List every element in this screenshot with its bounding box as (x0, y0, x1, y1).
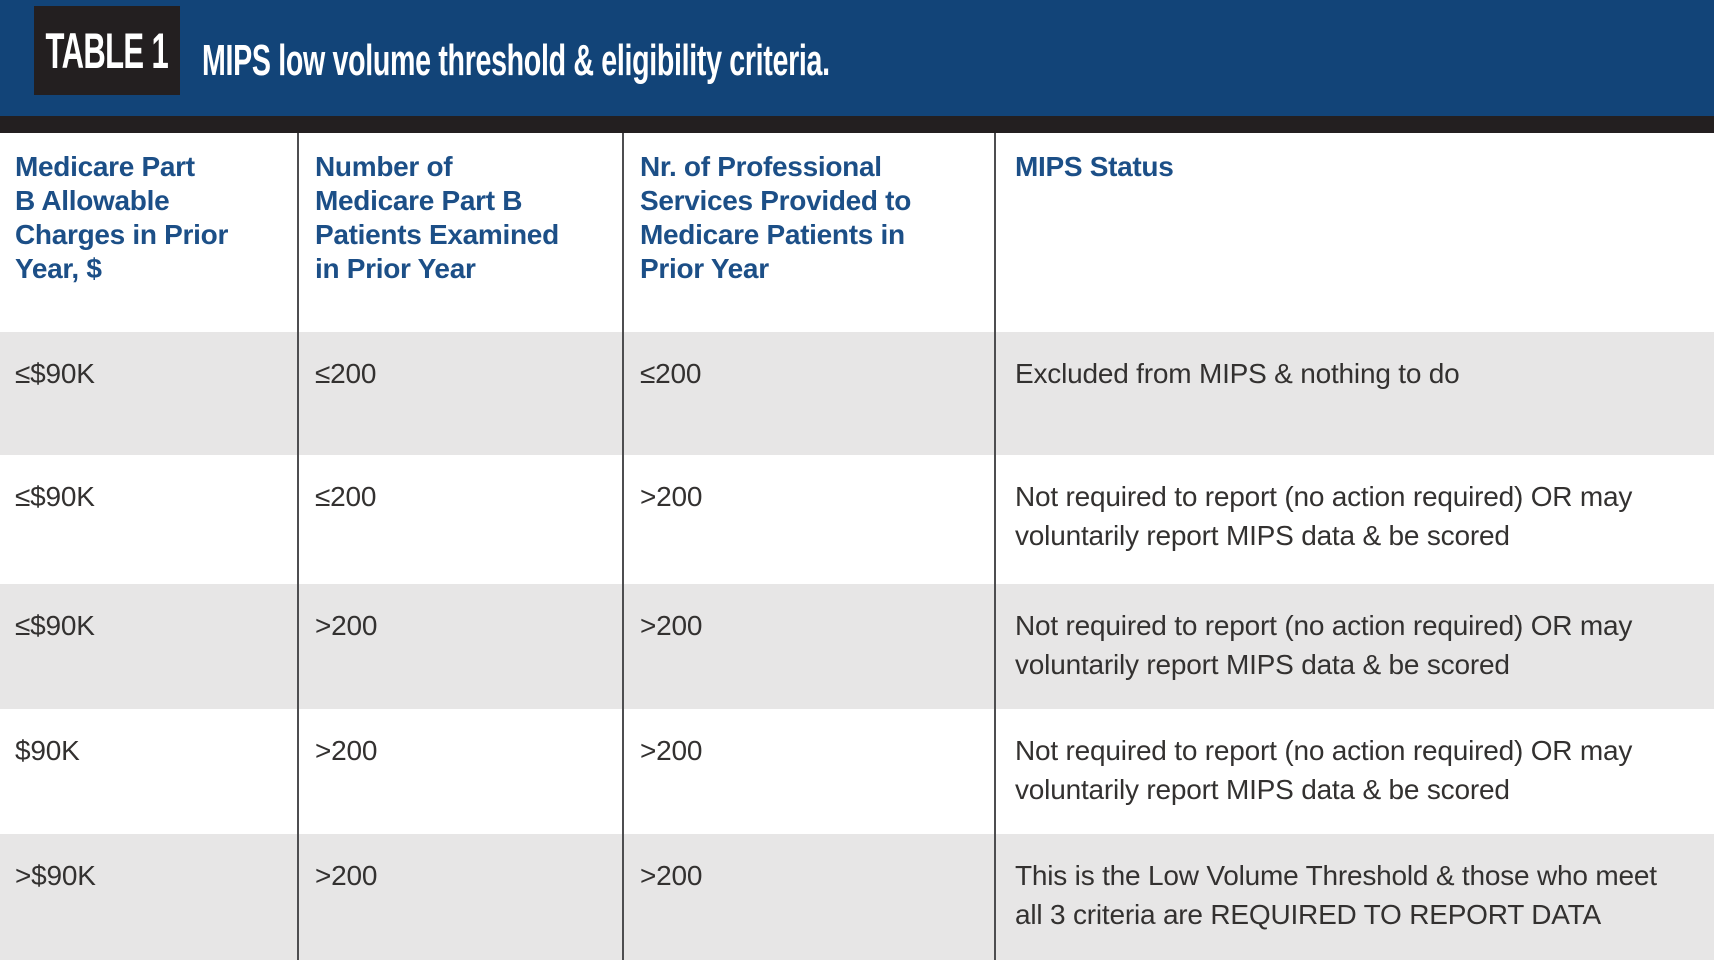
table-cell-services: >200 (624, 834, 996, 960)
table-cell-status: Not required to report (no action requir… (996, 709, 1714, 834)
table-cell-status: This is the Low Volume Threshold & those… (996, 834, 1714, 960)
table-cell-patients: >200 (299, 834, 624, 960)
table-cell-charges: ≤$90K (0, 584, 299, 709)
table-cell-patients: ≤200 (299, 332, 624, 455)
table-cell-patients: >200 (299, 709, 624, 834)
table-cell-services: >200 (624, 584, 996, 709)
table-cell-patients: >200 (299, 584, 624, 709)
table-number-badge: TABLE 1 (34, 6, 180, 95)
table-number-label: TABLE 1 (45, 22, 169, 79)
table-cell-charges: ≤$90K (0, 455, 299, 584)
eligibility-table: Medicare Part B Allowable Charges in Pri… (0, 133, 1714, 960)
table-cell-status: Not required to report (no action requir… (996, 455, 1714, 584)
divider-bar (0, 116, 1714, 133)
column-header-services: Nr. of Professional Services Provided to… (624, 133, 996, 332)
column-header-status: MIPS Status (996, 133, 1714, 332)
column-header-charges: Medicare Part B Allowable Charges in Pri… (0, 133, 299, 332)
table-cell-services: >200 (624, 709, 996, 834)
table-cell-services: >200 (624, 455, 996, 584)
table-title: MIPS low volume threshold & eligibility … (202, 36, 830, 85)
table-cell-charges: $90K (0, 709, 299, 834)
column-header-patients: Number of Medicare Part B Patients Exami… (299, 133, 624, 332)
table-cell-services: ≤200 (624, 332, 996, 455)
table-cell-patients: ≤200 (299, 455, 624, 584)
table-cell-status: Not required to report (no action requir… (996, 584, 1714, 709)
table-cell-charges: >$90K (0, 834, 299, 960)
table-cell-status: Excluded from MIPS & nothing to do (996, 332, 1714, 455)
table-cell-charges: ≤$90K (0, 332, 299, 455)
title-banner: TABLE 1 MIPS low volume threshold & elig… (0, 0, 1714, 116)
